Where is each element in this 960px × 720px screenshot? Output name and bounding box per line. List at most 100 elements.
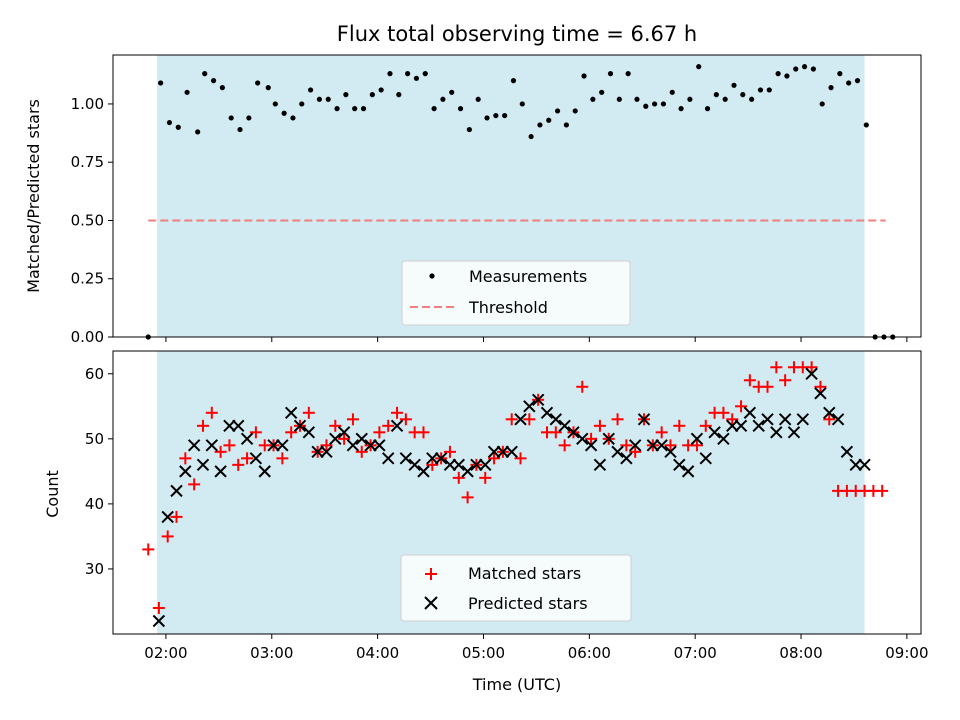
measurements-point [493, 112, 499, 119]
predicted-stars-point [620, 452, 633, 465]
matched-stars-point [355, 445, 368, 458]
predicted-stars-point [258, 465, 271, 478]
matched-stars-point [142, 543, 155, 556]
predicted-stars-point [717, 432, 730, 446]
xtick-label: 07:00 [674, 644, 717, 662]
bottom-ytick-label: 40 [85, 495, 104, 513]
predicted-stars-point [576, 432, 589, 446]
measurements-point [554, 108, 561, 114]
matched-stars-point [170, 510, 183, 523]
predicted-stars-point [267, 439, 280, 452]
predicted-stars-point [540, 406, 554, 420]
measurements-point [793, 66, 799, 72]
measurements-point [678, 106, 684, 112]
top-panel: 0.00 0.25 0.50 0.75 1.00 Matched/Predicted s… [24, 54, 922, 346]
predicted-stars-point [152, 614, 166, 628]
matched-stars-point [320, 439, 333, 452]
matched-stars-point [805, 361, 818, 374]
predicted-stars-point [426, 452, 439, 465]
bottom-ytick-label: 30 [85, 560, 104, 578]
measurements-point [184, 89, 190, 95]
top-legend-label-threshold: Threshold [468, 298, 548, 317]
predicted-stars-point [549, 413, 563, 426]
predicted-stars-point [223, 419, 236, 433]
matched-stars-point [761, 380, 774, 393]
measurements-point [757, 87, 764, 93]
predicted-stars-point [593, 458, 607, 472]
bottom-legend-box [400, 554, 632, 622]
bottom-legend-label-predicted: Predicted stars [468, 594, 588, 613]
matched-stars-point [505, 413, 518, 426]
measurements-point [237, 126, 243, 133]
measurements-point [837, 71, 843, 77]
predicted-stars-point [849, 458, 862, 472]
bottom-ytick-label: 60 [85, 365, 104, 383]
predicted-stars-point [690, 432, 704, 446]
xtick-label: 02:00 [144, 644, 187, 662]
top-legend-label-measurements: Measurements [469, 267, 587, 286]
matched-stars-point [382, 419, 395, 432]
xtick-label: 09:00 [885, 644, 928, 662]
matched-stars-point [585, 432, 598, 445]
predicted-stars-point [232, 419, 245, 433]
matched-stars-point [620, 439, 633, 452]
measurements-point [775, 71, 781, 77]
predicted-stars-point [276, 439, 289, 452]
matched-stars-point [576, 380, 589, 393]
predicted-stars-point [417, 465, 430, 478]
predicted-stars-point [831, 413, 845, 426]
measurements-point [652, 101, 658, 107]
measurements-point [307, 87, 314, 93]
predicted-stars-point [708, 426, 721, 439]
predicted-stars-point [443, 458, 457, 472]
measurements-point [484, 115, 490, 121]
matched-stars-point [593, 419, 606, 432]
predicted-stars-point [752, 419, 765, 433]
predicted-stars-point [496, 445, 510, 459]
measurements-point [343, 92, 349, 98]
measurements-point [405, 71, 411, 77]
predicted-stars-point [778, 413, 792, 426]
matched-stars-point [823, 413, 836, 426]
bottom-legend-label-matched: Matched stars [468, 564, 581, 583]
measurements-point [625, 71, 631, 77]
measurements-point [572, 108, 578, 114]
matched-stars-point [523, 413, 536, 426]
measurements-point [387, 71, 393, 77]
predicted-stars-point [823, 406, 836, 420]
predicted-stars-point [461, 465, 474, 478]
bottom-y-axis-label: Count [43, 470, 62, 518]
matched-stars-point [549, 426, 562, 439]
measurements-point [607, 71, 614, 77]
matched-stars-point [514, 452, 527, 465]
predicted-stars-point [664, 445, 677, 459]
predicted-stars-point [487, 445, 501, 459]
predicted-stars-point [840, 445, 854, 459]
measurements-point [202, 71, 208, 77]
top-ytick-label: 0.25 [71, 270, 104, 288]
matched-stars-point [179, 452, 192, 465]
predicted-stars-point [382, 452, 395, 465]
top-legend-box [401, 260, 631, 326]
measurements-point [246, 115, 252, 121]
matched-stars-point [302, 406, 315, 419]
measurements-point [599, 89, 605, 95]
measurements-point [740, 92, 746, 98]
xtick-label: 04:00 [356, 644, 399, 662]
matched-stars-point [717, 406, 730, 419]
predicted-stars-point [161, 510, 174, 524]
matched-stars-point [241, 452, 254, 465]
predicted-stars-point [814, 387, 827, 400]
predicted-stars-point [681, 465, 695, 478]
matched-stars-point [655, 426, 668, 439]
matched-stars-point [443, 445, 456, 458]
matched-stars-point [249, 426, 262, 439]
matched-stars-point [391, 406, 404, 419]
xtick-label: 06:00 [568, 644, 611, 662]
predicted-stars-point [284, 406, 298, 420]
predicted-stars-point [734, 419, 748, 433]
predicted-stars-point [408, 458, 421, 472]
matched-stars-point [196, 419, 209, 432]
measurements-point [519, 101, 525, 107]
predicted-stars-point [514, 413, 527, 426]
